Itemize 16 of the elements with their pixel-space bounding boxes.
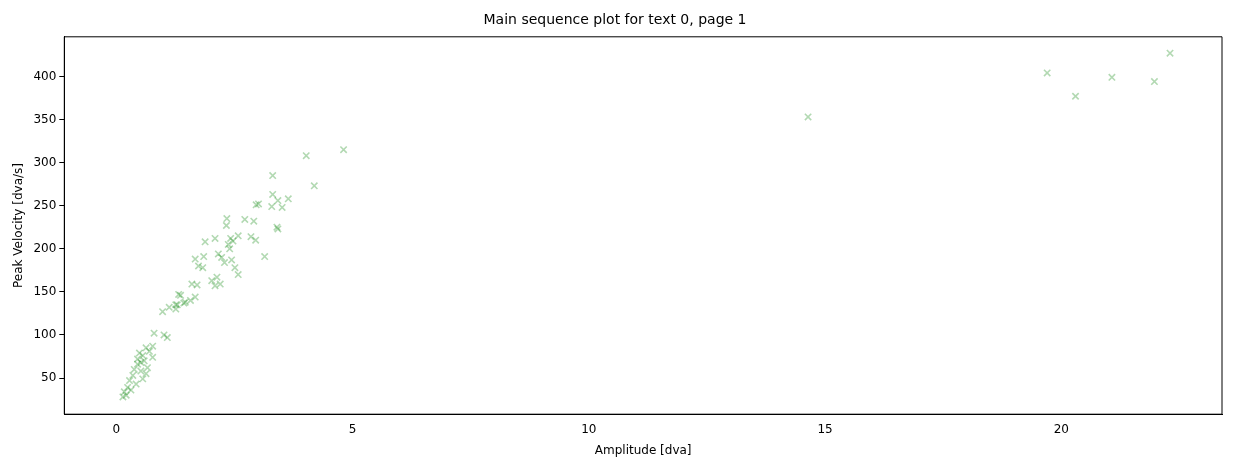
y-tick-label: 200	[33, 240, 57, 255]
y-tick-label: 150	[33, 283, 57, 298]
x-tick-label: 10	[581, 421, 597, 436]
y-tick-label: 300	[33, 154, 57, 169]
y-tick-label: 50	[41, 370, 57, 385]
y-tick-label: 100	[33, 327, 57, 342]
x-axis-title: Amplitude [dva]	[594, 442, 692, 457]
y-tick-label: 350	[33, 111, 57, 126]
chart-title: Main sequence plot for text 0, page 1	[483, 11, 747, 28]
y-tick-label: 400	[33, 68, 57, 83]
x-tick-label: 5	[348, 421, 357, 436]
x-tick-label: 20	[1053, 421, 1069, 436]
x-tick-label: 15	[817, 421, 833, 436]
x-tick-label: 0	[112, 421, 121, 436]
y-tick-label: 250	[33, 197, 57, 212]
y-axis-title: Peak Velocity [dva/s]	[11, 163, 26, 288]
